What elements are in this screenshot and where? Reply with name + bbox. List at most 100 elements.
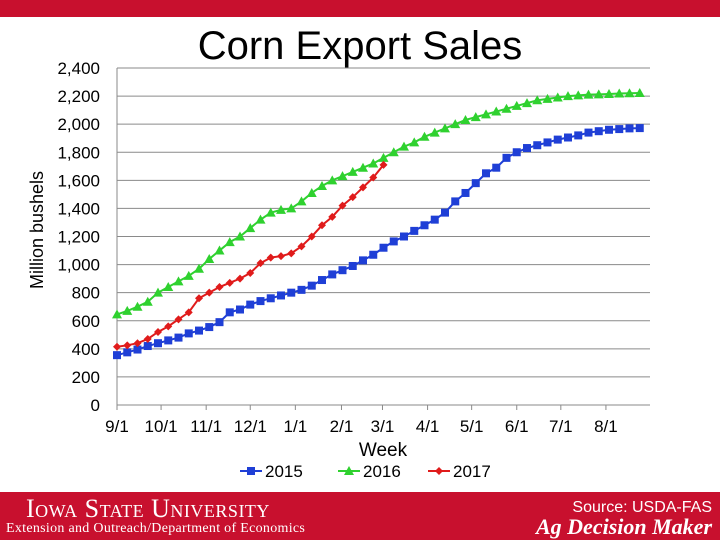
data-point bbox=[348, 261, 357, 270]
ag-decision-maker-logo: Ag Decision Maker bbox=[536, 514, 712, 539]
data-point bbox=[532, 95, 543, 105]
data-point bbox=[379, 243, 388, 252]
data-point bbox=[307, 281, 316, 290]
data-point bbox=[164, 336, 173, 345]
data-point bbox=[583, 89, 594, 99]
data-point bbox=[143, 335, 152, 344]
data-point bbox=[122, 305, 133, 315]
data-point bbox=[378, 152, 389, 162]
y-axis-title: Million bushels bbox=[27, 171, 47, 289]
series-line-2017 bbox=[116, 164, 385, 348]
data-point bbox=[214, 245, 225, 255]
series-2015 bbox=[113, 124, 644, 360]
data-point bbox=[502, 153, 511, 162]
data-point bbox=[183, 270, 194, 280]
data-point bbox=[163, 282, 174, 292]
data-point bbox=[154, 339, 162, 348]
data-point bbox=[584, 128, 593, 137]
data-point bbox=[317, 180, 327, 190]
legend-item-2016: 2016 bbox=[338, 462, 401, 481]
legend-marker bbox=[344, 466, 354, 475]
data-point bbox=[184, 329, 193, 338]
data-point bbox=[440, 123, 450, 133]
data-point bbox=[113, 342, 121, 351]
data-point bbox=[564, 133, 572, 142]
data-point bbox=[173, 276, 184, 286]
x-tick-label: 7/1 bbox=[549, 417, 573, 436]
top-accent-strip bbox=[0, 0, 720, 17]
data-point bbox=[379, 160, 388, 169]
data-point bbox=[511, 100, 522, 110]
data-point bbox=[133, 339, 142, 348]
data-point bbox=[328, 212, 337, 221]
data-point bbox=[256, 259, 265, 268]
legend-label: 2017 bbox=[453, 462, 491, 481]
data-point bbox=[255, 214, 266, 224]
data-point bbox=[625, 124, 634, 133]
data-point bbox=[215, 283, 224, 292]
data-point bbox=[195, 294, 203, 303]
y-tick-label: 1,400 bbox=[57, 199, 100, 218]
data-point bbox=[123, 341, 132, 350]
series-line-2015 bbox=[116, 127, 640, 357]
footer-banner: Iowa State University Extension and Outr… bbox=[0, 492, 720, 540]
data-point bbox=[195, 326, 203, 335]
data-point bbox=[634, 87, 645, 97]
corn-export-sales-chart: 0 200 400 600 800 1,000 1,200 1,400 1,600 1,800 2,… bbox=[27, 59, 650, 481]
data-point bbox=[224, 237, 235, 247]
data-point bbox=[143, 342, 152, 351]
data-point bbox=[174, 333, 183, 342]
data-point bbox=[563, 91, 573, 101]
data-point bbox=[471, 179, 480, 188]
x-tick-label: 3/1 bbox=[371, 417, 395, 436]
y-tick-label: 1,600 bbox=[57, 171, 100, 190]
data-point bbox=[543, 138, 552, 147]
data-point bbox=[204, 253, 215, 263]
legend-item-2017: 2017 bbox=[428, 462, 491, 481]
series-line-2016 bbox=[116, 91, 640, 316]
data-point bbox=[266, 253, 275, 262]
data-point bbox=[132, 301, 143, 311]
data-point bbox=[256, 297, 265, 306]
data-point bbox=[287, 288, 296, 297]
data-point bbox=[112, 309, 122, 319]
legend-marker bbox=[435, 467, 443, 475]
x-tick-label: 9/1 bbox=[105, 417, 129, 436]
data-point bbox=[287, 249, 296, 258]
data-point bbox=[399, 141, 409, 151]
data-point bbox=[225, 308, 234, 317]
data-point bbox=[460, 114, 471, 124]
data-point bbox=[409, 137, 420, 147]
data-point bbox=[542, 93, 553, 103]
data-point bbox=[307, 232, 316, 241]
data-point bbox=[614, 88, 625, 98]
data-point bbox=[624, 88, 635, 98]
data-point bbox=[225, 278, 234, 287]
data-point bbox=[429, 127, 440, 137]
data-point bbox=[338, 266, 347, 275]
y-tick-label: 1,800 bbox=[57, 143, 100, 162]
legend-label: 2015 bbox=[265, 462, 303, 481]
data-point bbox=[553, 135, 562, 144]
data-point bbox=[451, 197, 460, 206]
data-point bbox=[286, 203, 297, 213]
data-point bbox=[523, 144, 531, 153]
source-note: Source: USDA-FAS bbox=[572, 499, 712, 516]
chart-title: Corn Export Sales bbox=[197, 24, 523, 68]
data-point bbox=[245, 223, 256, 233]
y-tick-label: 1,200 bbox=[57, 228, 100, 247]
data-point bbox=[400, 232, 408, 241]
data-point bbox=[593, 89, 604, 99]
data-point bbox=[306, 187, 317, 197]
x-tick-label: 1/1 bbox=[284, 417, 308, 436]
series-2016 bbox=[112, 87, 645, 319]
data-point bbox=[491, 106, 502, 116]
data-point bbox=[389, 237, 398, 246]
data-point bbox=[604, 88, 614, 98]
data-point bbox=[318, 276, 326, 285]
data-point bbox=[492, 163, 501, 172]
x-tick-label: 11/1 bbox=[190, 417, 222, 436]
data-point bbox=[368, 158, 379, 168]
y-tick-label: 2,000 bbox=[57, 115, 100, 134]
x-tick-label: 12/1 bbox=[234, 417, 267, 436]
